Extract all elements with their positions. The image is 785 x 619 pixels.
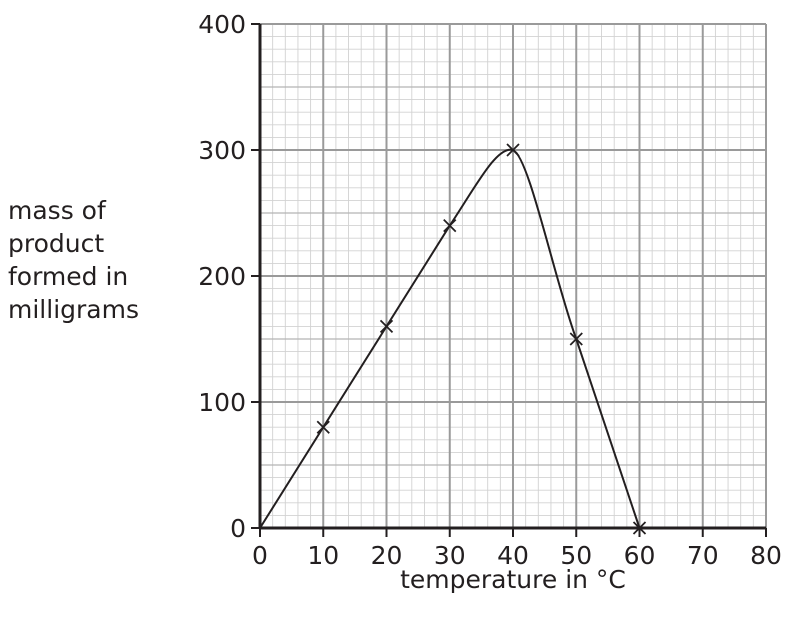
y-axis-label-line-4: milligrams [8,295,139,324]
y-axis-label-line-1: mass of [8,196,106,225]
data-point-marker [632,521,647,535]
x-tick-label: 30 [434,541,466,570]
x-tick-label: 0 [252,541,268,570]
x-tick-labels: 0 10 20 30 40 50 60 70 80 [252,541,782,570]
y-axis-label-line-3: formed in [8,262,129,291]
x-tick-label: 40 [497,541,529,570]
x-tick-label: 70 [687,541,719,570]
point-markers [316,143,647,535]
y-axis-label-line-2: product [8,229,105,258]
y-tick-label: 0 [230,514,246,543]
x-tick-label: 20 [371,541,403,570]
data-point-marker [379,319,394,334]
data-point-marker [569,332,583,346]
y-tick-labels: 0 100 200 300 400 [198,10,246,543]
x-tick-label: 60 [624,541,656,570]
data-point-marker [443,218,457,233]
data-point-marker [316,420,330,434]
grid-major-lines [260,23,767,528]
y-tick-label: 300 [198,136,246,165]
data-point-marker [506,143,520,157]
x-axis-label: temperature in °C [400,565,626,594]
x-tick-label: 50 [560,541,592,570]
x-tick-label: 10 [307,541,339,570]
x-tick-label: 80 [750,541,782,570]
y-axis-label: mass of product formed in milligrams [8,194,139,326]
axes [251,23,767,537]
y-tick-label: 200 [198,262,246,291]
y-tick-label: 400 [198,10,246,39]
y-tick-label: 100 [198,388,246,417]
